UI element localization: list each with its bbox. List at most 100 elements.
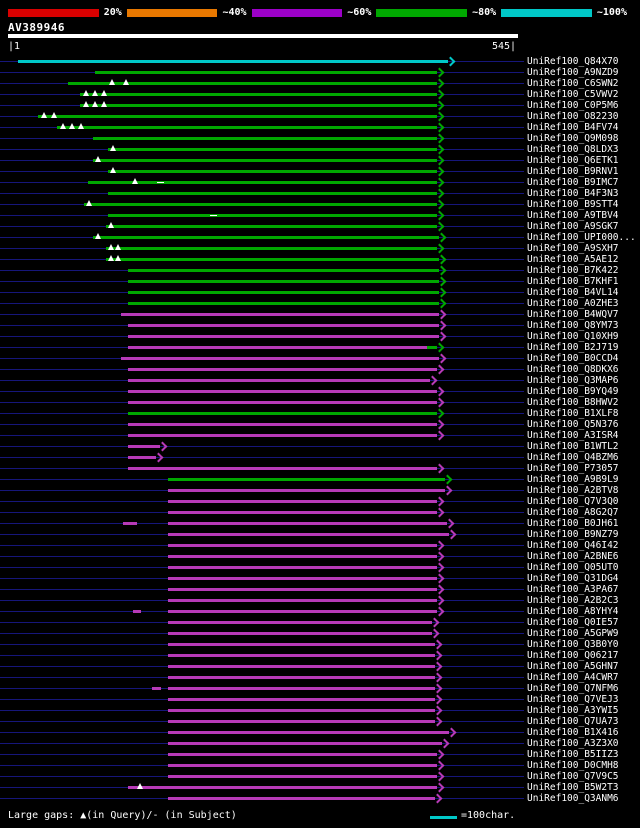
alignment-bar[interactable] <box>93 236 439 239</box>
alignment-bar[interactable] <box>106 225 437 228</box>
hit-label[interactable]: UniRef100_Q6ETK1 <box>527 155 619 166</box>
hit-label[interactable]: UniRef100_P73057 <box>527 463 619 474</box>
alignment-bar[interactable] <box>128 423 437 426</box>
alignment-bar[interactable] <box>168 566 437 569</box>
alignment-bar[interactable] <box>168 687 435 690</box>
hit-label[interactable]: UniRef100_A9TBV4 <box>527 210 619 221</box>
hit-label[interactable]: UniRef100_B7KHF1 <box>527 276 619 287</box>
alignment-bar[interactable] <box>128 368 437 371</box>
hit-label[interactable]: UniRef100_B4FV74 <box>527 122 619 133</box>
alignment-bar[interactable] <box>108 192 437 195</box>
hit-label[interactable]: UniRef100_Q3B0Y0 <box>527 639 619 650</box>
alignment-bar[interactable] <box>168 522 447 525</box>
hit-label[interactable]: UniRef100_Q05UT0 <box>527 562 619 573</box>
alignment-bar[interactable] <box>168 621 432 624</box>
alignment-bar[interactable] <box>168 588 437 591</box>
hit-label[interactable]: UniRef100_Q8YM73 <box>527 320 619 331</box>
alignment-bar[interactable] <box>168 764 437 767</box>
alignment-bar[interactable] <box>168 610 437 613</box>
alignment-bar[interactable] <box>168 533 449 536</box>
hit-label[interactable]: UniRef100_A5GHN7 <box>527 661 619 672</box>
hit-label[interactable]: UniRef100_B7K422 <box>527 265 619 276</box>
hit-label[interactable]: UniRef100_Q8LDX3 <box>527 144 619 155</box>
hit-label[interactable]: UniRef100_B9STT4 <box>527 199 619 210</box>
hit-label[interactable]: UniRef100_C6SWN2 <box>527 78 619 89</box>
hit-label[interactable]: UniRef100_A5AE12 <box>527 254 619 265</box>
alignment-bar[interactable] <box>108 148 437 151</box>
hit-label[interactable]: UniRef100_A9SXH7 <box>527 243 619 254</box>
alignment-bar[interactable] <box>80 93 437 96</box>
alignment-bar[interactable] <box>168 577 437 580</box>
alignment-bar[interactable] <box>57 126 437 129</box>
alignment-bar[interactable] <box>168 489 445 492</box>
alignment-bar[interactable] <box>168 709 435 712</box>
alignment-bar[interactable] <box>128 456 156 459</box>
alignment-bar[interactable] <box>168 599 437 602</box>
alignment-bar[interactable] <box>168 797 435 800</box>
hit-label[interactable]: UniRef100_Q46I42 <box>527 540 619 551</box>
alignment-bar[interactable] <box>128 401 437 404</box>
alignment-bar[interactable] <box>84 203 437 206</box>
hit-label[interactable]: UniRef100_C0P5M6 <box>527 100 619 111</box>
alignment-bar[interactable] <box>128 786 437 789</box>
alignment-bar[interactable] <box>168 643 435 646</box>
alignment-bar[interactable] <box>128 269 439 272</box>
hit-label[interactable]: UniRef100_B9RNV1 <box>527 166 619 177</box>
alignment-bar[interactable] <box>95 71 437 74</box>
hit-label[interactable]: UniRef100_A5GPW9 <box>527 628 619 639</box>
hit-label[interactable]: UniRef100_A3YWI5 <box>527 705 619 716</box>
hit-label[interactable]: UniRef100_A3Z3X0 <box>527 738 619 749</box>
hit-label[interactable]: UniRef100_B0JH61 <box>527 518 619 529</box>
alignment-bar[interactable] <box>152 687 161 690</box>
alignment-bar[interactable] <box>168 731 449 734</box>
alignment-bar[interactable] <box>168 511 437 514</box>
alignment-bar[interactable] <box>168 676 435 679</box>
hit-label[interactable]: UniRef100_A3ISR4 <box>527 430 619 441</box>
hit-label[interactable]: UniRef100_Q7VEJ3 <box>527 694 619 705</box>
alignment-bar[interactable] <box>168 555 437 558</box>
hit-label[interactable]: UniRef100_B1XLF8 <box>527 408 619 419</box>
hit-label[interactable]: UniRef100_A9B9L9 <box>527 474 619 485</box>
alignment-bar[interactable] <box>168 720 435 723</box>
hit-label[interactable]: UniRef100_Q10XH9 <box>527 331 619 342</box>
alignment-bar[interactable] <box>128 324 439 327</box>
alignment-bar[interactable] <box>168 665 435 668</box>
alignment-bar[interactable] <box>168 775 437 778</box>
hit-label[interactable]: UniRef100_Q5N376 <box>527 419 619 430</box>
alignment-bar[interactable] <box>168 478 445 481</box>
hit-label[interactable]: UniRef100_Q4BZM6 <box>527 452 619 463</box>
hit-label[interactable]: UniRef100_Q7V3Q0 <box>527 496 619 507</box>
hit-label[interactable]: UniRef100_UPI000... <box>527 232 636 243</box>
hit-label[interactable]: UniRef100_D0CMH8 <box>527 760 619 771</box>
hit-label[interactable]: UniRef100_B9IMC7 <box>527 177 619 188</box>
hit-label[interactable]: UniRef100_A8G2Q7 <box>527 507 619 518</box>
hit-label[interactable]: UniRef100_Q9M098 <box>527 133 619 144</box>
alignment-bar[interactable] <box>168 742 442 745</box>
alignment-bar[interactable] <box>168 698 435 701</box>
hit-label[interactable]: UniRef100_Q3ANM6 <box>527 793 619 804</box>
hit-label[interactable]: UniRef100_C5VWV2 <box>527 89 619 100</box>
hit-label[interactable]: UniRef100_Q06217 <box>527 650 619 661</box>
alignment-bar[interactable] <box>121 313 439 316</box>
hit-label[interactable]: UniRef100_B4WQV7 <box>527 309 619 320</box>
hit-label[interactable]: UniRef100_A3PA67 <box>527 584 619 595</box>
alignment-bar[interactable] <box>93 159 437 162</box>
alignment-bar[interactable] <box>18 60 448 63</box>
hit-label[interactable]: UniRef100_B9YQ49 <box>527 386 619 397</box>
hit-label[interactable]: UniRef100_Q7UA73 <box>527 716 619 727</box>
hit-label[interactable]: UniRef100_A8YHY4 <box>527 606 619 617</box>
alignment-bar[interactable] <box>106 247 437 250</box>
hit-label[interactable]: UniRef100_A2BTV8 <box>527 485 619 496</box>
hit-label[interactable]: UniRef100_B5W2T3 <box>527 782 619 793</box>
alignment-bar[interactable] <box>128 434 437 437</box>
hit-label[interactable]: UniRef100_B5IIZ3 <box>527 749 619 760</box>
alignment-bar[interactable] <box>108 170 437 173</box>
hit-label[interactable]: UniRef100_A2BNE6 <box>527 551 619 562</box>
alignment-bar[interactable] <box>128 346 427 349</box>
hit-label[interactable]: UniRef100_A0ZHE3 <box>527 298 619 309</box>
alignment-bar[interactable] <box>128 291 439 294</box>
hit-label[interactable]: UniRef100_O82230 <box>527 111 619 122</box>
hit-label[interactable]: UniRef100_A9SGK7 <box>527 221 619 232</box>
alignment-bar[interactable] <box>128 302 439 305</box>
hit-label[interactable]: UniRef100_A4CWR7 <box>527 672 619 683</box>
